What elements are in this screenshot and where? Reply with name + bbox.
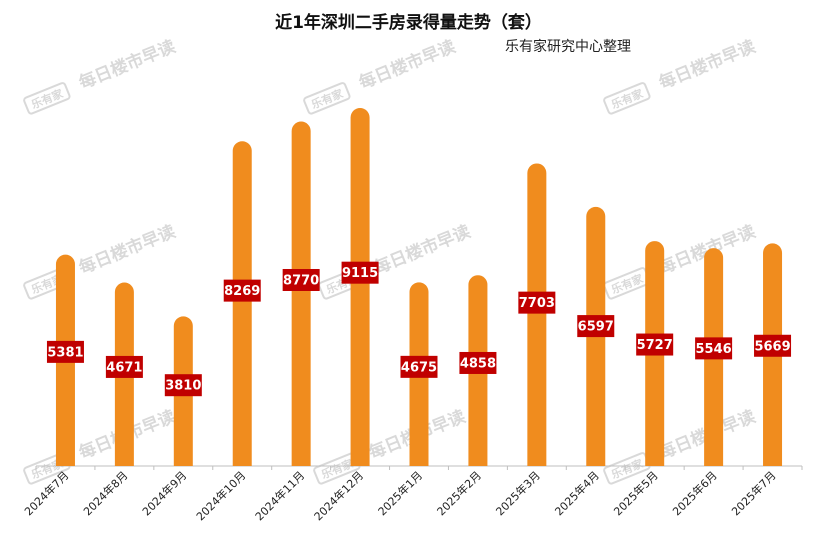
data-label-box <box>400 355 438 378</box>
data-label-box <box>282 268 320 291</box>
data-label: 5546 <box>696 342 732 357</box>
watermark-text: 每日楼市早读 <box>356 36 458 94</box>
data-label: 5669 <box>754 339 790 354</box>
data-label: 5381 <box>47 345 83 360</box>
data-label-box <box>223 279 261 302</box>
data-label: 5727 <box>637 338 673 353</box>
watermark-logo-frame <box>603 82 651 115</box>
x-tick-label: 2025年7月 <box>728 468 778 518</box>
x-tick-label: 2025年6月 <box>670 468 720 518</box>
data-label-box <box>105 355 143 378</box>
data-label: 6597 <box>578 320 614 335</box>
data-label: 4858 <box>460 356 496 371</box>
watermark-text: 每日楼市早读 <box>656 36 758 94</box>
data-label-box <box>695 337 733 360</box>
data-label: 9115 <box>342 266 378 281</box>
watermark-text: 每日楼市早读 <box>76 221 178 279</box>
x-tick-label: 2025年1月 <box>375 468 425 518</box>
x-tick-label: 2024年10月 <box>193 468 248 523</box>
chart-subtitle: 乐有家研究中心整理 <box>505 39 631 55</box>
bar <box>291 121 311 466</box>
x-tick-label: 2024年11月 <box>252 468 307 523</box>
data-label: 3810 <box>165 379 201 394</box>
data-label-box <box>754 334 792 357</box>
watermark-logo-frame <box>23 82 71 115</box>
x-tick-label: 2024年8月 <box>80 468 130 518</box>
data-label: 7703 <box>519 296 555 311</box>
watermark-text: 每日楼市早读 <box>371 221 473 279</box>
data-label-box <box>518 291 556 314</box>
data-label-box <box>577 315 615 338</box>
x-tick-label: 2024年9月 <box>139 468 189 518</box>
watermark-logo-frame <box>303 82 351 115</box>
data-label-box <box>459 351 497 374</box>
x-tick-label: 2025年3月 <box>493 468 543 518</box>
x-tick-label: 2025年2月 <box>434 468 484 518</box>
x-tick-label: 2025年4月 <box>552 468 602 518</box>
chart-title: 近1年深圳二手房录得量走势（套） <box>275 13 542 33</box>
data-label: 4671 <box>106 360 142 375</box>
data-label: 4675 <box>401 360 437 375</box>
data-label-box <box>46 340 84 363</box>
data-label-box <box>164 374 202 397</box>
watermark-text: 每日楼市早读 <box>76 36 178 94</box>
data-label-box <box>341 261 379 284</box>
data-label: 8770 <box>283 273 319 288</box>
bar <box>350 108 370 467</box>
data-label-box <box>636 333 674 356</box>
data-label: 8269 <box>224 284 260 299</box>
bar <box>232 141 252 467</box>
bar <box>527 163 547 467</box>
